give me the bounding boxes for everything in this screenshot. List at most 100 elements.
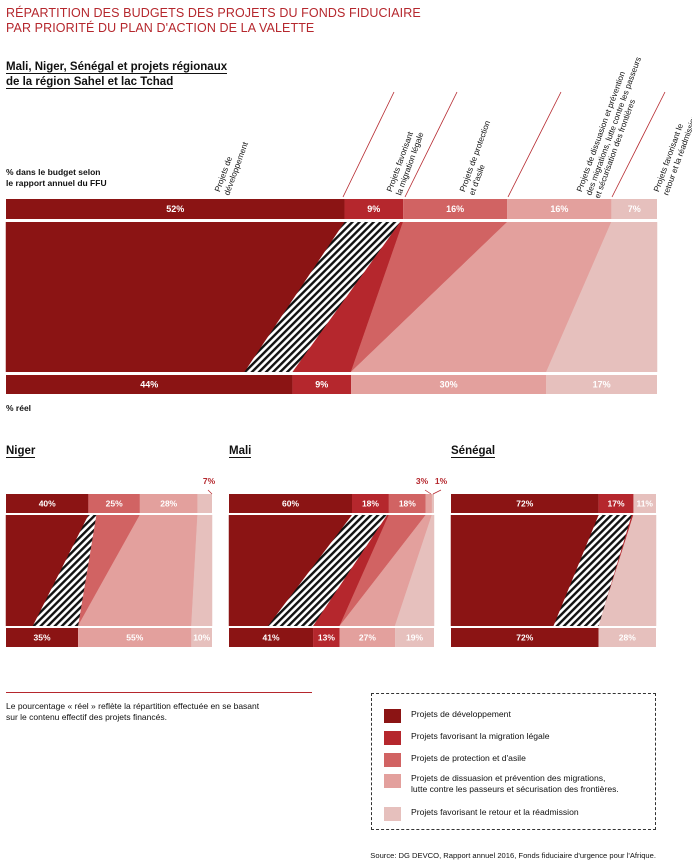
niger-real-bar-retour: [191, 628, 212, 647]
senegal-flow-hatch: [553, 515, 632, 626]
main-chart: 52% 9% 16% 16% 7% 44% 9% 30% 17%: [5, 91, 666, 394]
legend-label-dev: Projets de développement: [411, 709, 511, 719]
senegal-real-bar-dev: [451, 628, 599, 647]
niger-title: Niger: [6, 445, 36, 458]
niger-budget-label-protection: 25%: [106, 499, 123, 509]
senegal-title: Sénégal: [451, 445, 496, 458]
niger-budget-bar-dissuasion: [139, 494, 198, 513]
mali-budget-bar-dissuasion: [425, 494, 432, 513]
column-divider-retour: [611, 91, 666, 198]
niger-chart: 40% 25% 28% 7% 35% 55% 10%: [5, 476, 216, 647]
legend-item-dissuasion: Projets de dissuasion et prévention des …: [384, 773, 646, 795]
niger-flow-hatch: [32, 515, 97, 626]
main-real-bar-dissuasion: [351, 375, 547, 394]
niger-budget-label-dev: 40%: [39, 499, 56, 509]
niger-budget-bar-protection: [88, 494, 140, 513]
mali-budget-label-migration: 18%: [362, 499, 379, 509]
main-real-label-dev: 44%: [140, 380, 158, 390]
column-divider-dissuasion: [507, 91, 562, 198]
mali-real-bar-migration: [313, 628, 340, 647]
niger-real-bar-dissuasion: [78, 628, 192, 647]
senegal-real-bar-retour: [598, 628, 656, 647]
main-real-label-dissuasion: 30%: [440, 380, 458, 390]
main-budget-bar-dissuasion: [507, 199, 612, 219]
niger-real-label-retour: 10%: [193, 633, 210, 643]
legend-swatch-dev: [384, 709, 401, 723]
main-real-label-retour: 17%: [593, 380, 611, 390]
mali-real-bar-dissuasion: [339, 628, 396, 647]
senegal-real-label-retour: 28%: [619, 633, 636, 643]
outside-label-leader-2: [432, 489, 442, 495]
budget-axis-label: % dans le budget selon le rapport annuel…: [6, 167, 107, 189]
main-budget-bar-migration: [344, 199, 404, 219]
mali-budget-bar-protection: [388, 494, 426, 513]
column-divider-migration: [342, 91, 395, 198]
note-divider: [6, 692, 312, 693]
legend-item-protection: Projets de protection et d'asile: [384, 753, 646, 767]
mali-budget-bar-migration: [352, 494, 389, 513]
senegal-budget-label-migration: 17%: [608, 499, 625, 509]
main-budget-bar-retour: [611, 199, 657, 219]
legend-label-migration: Projets favorisant la migration légale: [411, 731, 550, 741]
mali-budget-bar-dev: [229, 494, 352, 513]
column-divider-protection: [404, 91, 458, 198]
main-real-bar-dev: [6, 375, 293, 394]
source-note: Source: DG DEVCO, Rapport annuel 2016, F…: [370, 851, 656, 860]
mali-budget-label-protection: 18%: [399, 499, 416, 509]
main-region-title-line-1: Mali, Niger, Sénégal et projets régionau…: [6, 61, 228, 74]
main-region-title-line-2: de la région Sahel et lac Tchad: [6, 76, 174, 89]
chart-title-line-1: RÉPARTITION DES BUDGETS DES PROJETS DU F…: [6, 6, 421, 20]
main-budget-label-migration: 9%: [367, 204, 380, 214]
mali-budget-label-retour: 1%: [435, 476, 448, 486]
note-line-2: sur le contenu effectif des projets fina…: [6, 712, 167, 722]
mali-real-label-dev: 41%: [263, 633, 280, 643]
niger-budget-bar-dev: [6, 494, 89, 513]
legend-swatch-migration: [384, 731, 401, 745]
budget-axis-label-line-2: le rapport annuel du FFU: [6, 178, 107, 188]
mali-title: Mali: [229, 445, 252, 458]
small-charts: 40% 25% 28% 7% 35% 55% 10% 60% 18% 18% 3% 1% 41% 13% 2…: [5, 476, 657, 647]
note-text: Le pourcentage « réel » reflète la répar…: [6, 701, 259, 723]
main-budget-label-dissuasion: 16%: [550, 204, 568, 214]
main-region-title: Mali, Niger, Sénégal et projets régionau…: [6, 60, 228, 90]
legend-swatch-retour: [384, 807, 401, 821]
niger-real-bar-dev: [6, 628, 79, 647]
mali-real-label-retour: 19%: [406, 633, 423, 643]
legend-label-dissuasion: Projets de dissuasion et prévention des …: [411, 773, 619, 794]
outside-label-leader-1: [424, 489, 432, 495]
senegal-budget-bar-migration: [598, 494, 634, 513]
main-budget-bar-dev: [6, 199, 345, 219]
senegal-budget-bar-dev: [451, 494, 599, 513]
real-axis-label: % réel: [6, 403, 32, 413]
main-budget-label-retour: 7%: [628, 204, 641, 214]
niger-budget-label-retour: 7%: [203, 476, 216, 486]
niger-real-label-dev: 35%: [34, 633, 51, 643]
budget-axis-label-line-1: % dans le budget selon: [6, 167, 101, 177]
note-line-1: Le pourcentage « réel » reflète la répar…: [6, 701, 260, 711]
main-flow-hatch: [244, 222, 401, 372]
main-budget-label-dev: 52%: [166, 204, 184, 214]
niger-real-label-dissuasion: 55%: [126, 633, 143, 643]
senegal-budget-label-dev: 72%: [516, 499, 533, 509]
mali-budget-label-dev: 60%: [282, 499, 299, 509]
senegal-chart: 72% 17% 11% 72% 28%: [450, 494, 657, 647]
senegal-real-label-dev: 72%: [516, 633, 533, 643]
legend-label-retour: Projets favorisant le retour et la réadm…: [411, 807, 579, 817]
main-real-bar-retour: [546, 375, 657, 394]
legend-item-dev: Projets de développement: [384, 709, 646, 723]
main-real-label-migration: 9%: [315, 380, 328, 390]
outside-label-leader-0: [207, 489, 213, 495]
mali-flow-hatch: [267, 515, 388, 626]
mali-real-bar-dev: [229, 628, 314, 647]
mali-real-label-dissuasion: 27%: [359, 633, 376, 643]
mali-real-label-migration: 13%: [318, 633, 335, 643]
legend-item-migration: Projets favorisant la migration légale: [384, 731, 646, 745]
legend: Projets de développement Projets favoris…: [371, 693, 656, 830]
mali-budget-label-dissuasion: 3%: [416, 476, 429, 486]
main-real-bar-migration: [292, 375, 352, 394]
senegal-budget-label-retour: 11%: [636, 499, 653, 509]
legend-swatch-protection: [384, 753, 401, 767]
main-budget-bar-protection: [403, 199, 508, 219]
senegal-budget-bar-retour: [633, 494, 656, 513]
chart-title-line-2: PAR PRIORITÉ DU PLAN D'ACTION DE LA VALE…: [6, 21, 315, 35]
